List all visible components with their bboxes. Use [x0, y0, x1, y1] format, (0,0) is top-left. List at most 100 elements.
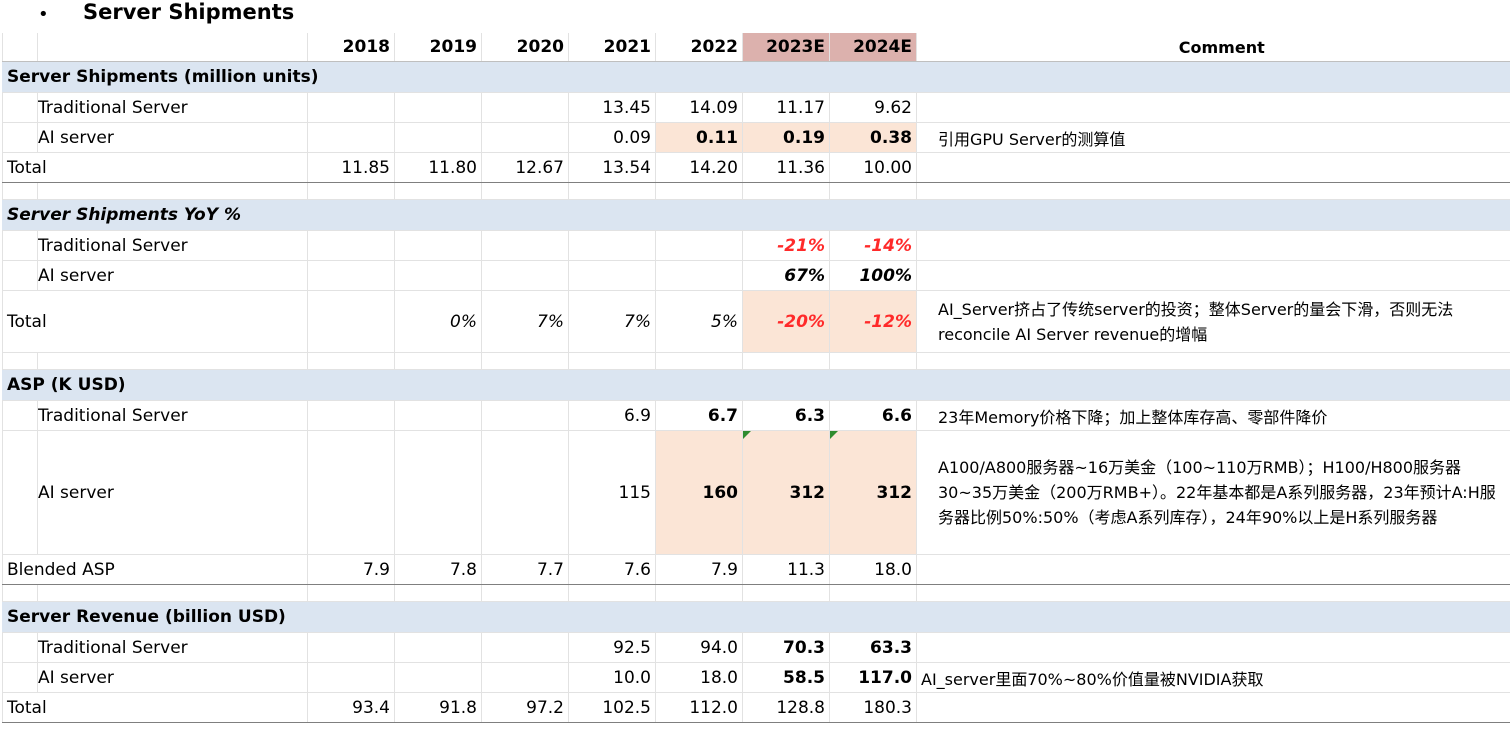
comment-cell: A100/A800服务器~16万美金（100~110万RMB）；H100/H80… — [916, 430, 1510, 555]
table-row: Traditional Server -21% -14% — [2, 230, 1510, 261]
cell-value: 312 — [789, 482, 826, 503]
cell: 0.09 — [568, 122, 656, 153]
row-label: Total — [2, 290, 308, 353]
cell: 11.17 — [742, 92, 830, 123]
cell: 115 — [568, 430, 656, 555]
cell: 7.9 — [307, 554, 395, 585]
cell: 10.00 — [829, 152, 917, 183]
cell: 67% — [742, 260, 830, 291]
row-label: Traditional Server — [37, 632, 308, 663]
cell: 97.2 — [481, 692, 569, 723]
row-label: AI server — [37, 662, 308, 693]
cell — [481, 92, 569, 123]
cell — [394, 430, 482, 555]
cell: 128.8 — [742, 692, 830, 723]
table-row: Traditional Server 6.9 6.7 6.3 6.6 23年Me… — [2, 400, 1510, 431]
cell: 13.45 — [568, 92, 656, 123]
cell: 58.5 — [742, 662, 830, 693]
cell: 180.3 — [829, 692, 917, 723]
server-shipments-table: 2018 2019 2020 2021 2022 2023E 2024E Com… — [2, 33, 1510, 723]
cell: 0.38 — [829, 122, 917, 153]
cell — [481, 260, 569, 291]
cell: 112.0 — [655, 692, 743, 723]
row-label: AI server — [37, 122, 308, 153]
section-header-row: Server Shipments (million units) — [2, 61, 1510, 93]
row-label: Traditional Server — [37, 400, 308, 431]
cell: -20% — [742, 290, 830, 353]
cell — [394, 632, 482, 663]
header-label-blank — [37, 33, 308, 62]
cell: 7.8 — [394, 554, 482, 585]
section-title-revenue: Server Revenue (billion USD) — [2, 601, 1510, 633]
indent-cell — [2, 430, 38, 555]
cell: 0.11 — [655, 122, 743, 153]
cell: 63.3 — [829, 632, 917, 663]
cell: 6.6 — [829, 400, 917, 431]
cell — [394, 400, 482, 431]
cell: 7% — [481, 290, 569, 353]
bullet-icon: • — [38, 4, 49, 25]
comment-cell: 23年Memory价格下降；加上整体库存高、零部件降价 — [916, 400, 1510, 431]
cell: -14% — [829, 230, 917, 261]
spacer-row — [2, 182, 1510, 200]
cell — [307, 122, 395, 153]
cell — [568, 260, 656, 291]
col-header-2018: 2018 — [307, 33, 395, 62]
section-header-row: Server Revenue (billion USD) — [2, 601, 1510, 633]
col-header-comment: Comment — [916, 33, 1510, 62]
comment-cell: 引用GPU Server的测算值 — [916, 122, 1510, 153]
cell: 11.3 — [742, 554, 830, 585]
cell: 0% — [394, 290, 482, 353]
row-label: Blended ASP — [2, 554, 308, 585]
indent-cell — [2, 92, 38, 123]
cell: 14.20 — [655, 152, 743, 183]
cell: 7.9 — [655, 554, 743, 585]
cell: 102.5 — [568, 692, 656, 723]
row-label: Traditional Server — [37, 92, 308, 123]
col-header-2022: 2022 — [655, 33, 743, 62]
row-label: AI server — [37, 260, 308, 291]
cell — [481, 230, 569, 261]
cell: 7% — [568, 290, 656, 353]
cell: 6.3 — [742, 400, 830, 431]
spacer-row — [2, 352, 1510, 370]
comment-indicator-icon — [830, 431, 838, 439]
section-header-row: ASP (K USD) — [2, 369, 1510, 401]
cell — [307, 290, 395, 353]
header-row: 2018 2019 2020 2021 2022 2023E 2024E Com… — [2, 33, 1510, 62]
row-label: Total — [2, 152, 308, 183]
cell — [307, 662, 395, 693]
cell: 10.0 — [568, 662, 656, 693]
cell — [394, 230, 482, 261]
cell — [307, 92, 395, 123]
cell: 70.3 — [742, 632, 830, 663]
cell: -12% — [829, 290, 917, 353]
comment-cell — [916, 260, 1510, 291]
cell — [307, 230, 395, 261]
indent-cell — [2, 632, 38, 663]
table-row: Traditional Server 13.45 14.09 11.17 9.6… — [2, 92, 1510, 123]
comment-cell: AI_server里面70%~80%价值量被NVIDIA获取 — [916, 662, 1510, 693]
indent-cell — [2, 260, 38, 291]
cell: 7.6 — [568, 554, 656, 585]
cell — [307, 260, 395, 291]
table-row: Traditional Server 92.5 94.0 70.3 63.3 — [2, 632, 1510, 663]
cell: 92.5 — [568, 632, 656, 663]
indent-cell — [2, 230, 38, 261]
cell: 0.19 — [742, 122, 830, 153]
cell: 6.7 — [655, 400, 743, 431]
row-label: AI server — [37, 430, 308, 555]
cell: 11.80 — [394, 152, 482, 183]
col-header-2023e: 2023E — [742, 33, 830, 62]
header-blank — [2, 33, 38, 62]
cell — [481, 122, 569, 153]
cell: 13.54 — [568, 152, 656, 183]
col-header-2020: 2020 — [481, 33, 569, 62]
comment-cell: AI_Server挤占了传统server的投资；整体Server的量会下滑，否则… — [916, 290, 1510, 353]
cell-value: 312 — [876, 482, 913, 503]
indent-cell — [2, 400, 38, 431]
cell — [481, 430, 569, 555]
indent-cell — [2, 122, 38, 153]
indent-cell — [2, 662, 38, 693]
comment-indicator-icon — [743, 431, 751, 439]
